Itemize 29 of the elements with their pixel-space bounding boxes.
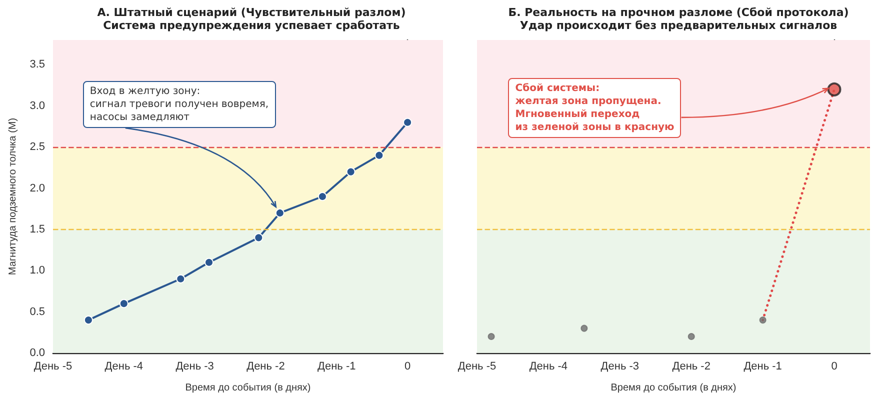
x-tick-label: День -2	[246, 360, 285, 372]
x-tick-label: День -1	[744, 360, 782, 372]
y-tick-label: 3.0	[30, 100, 45, 112]
chart-title: А. Штатный сценарий (Чувствительный разлом)	[97, 6, 406, 19]
y-tick-label: 1.0	[30, 264, 45, 277]
y-tick-label: 3.5	[30, 58, 45, 71]
y-tick-label: 2.5	[30, 141, 45, 154]
y-tick-label: 1.5	[30, 223, 45, 236]
annotation: Сбой системы: желтая зона пропущена. Мгновенный переход из зеленой зоны в красную	[508, 78, 682, 138]
x-axis-title: Время до события (в днях)	[610, 382, 736, 394]
x-tick-label: День -4	[529, 360, 568, 372]
x-tick-label: День -5	[458, 360, 496, 372]
chart-title: Б. Реальность на прочном разломе (Сбой протокола)	[508, 6, 849, 19]
chart-subtitle: Удар происходит без предварительных сигналов	[520, 19, 838, 32]
x-tick-label: День -4	[104, 360, 144, 372]
x-tick-label: 0	[404, 360, 411, 372]
x-tick-label: День -1	[318, 360, 356, 372]
chart-subtitle: Система предупреждения успевает сработать	[103, 19, 400, 32]
y-tick-label: 0.0	[30, 347, 45, 359]
x-tick-label: День -2	[672, 360, 710, 372]
x-tick-label: День -3	[176, 360, 214, 372]
x-axis-title: Время до события (в днях)	[185, 382, 311, 394]
x-tick-label: День -5	[34, 360, 72, 372]
x-tick-label: 0	[831, 360, 838, 372]
y-tick-label: 2.0	[30, 182, 45, 194]
annotation: Вход в желтую зону: сигнал тревоги получен вовремя, насосы замедляют	[82, 80, 276, 128]
y-axis-title: Магнитуда подземного толчка (M)	[8, 118, 18, 276]
x-tick-label: День -3	[600, 360, 640, 372]
y-tick-label: 0.5	[30, 306, 45, 318]
